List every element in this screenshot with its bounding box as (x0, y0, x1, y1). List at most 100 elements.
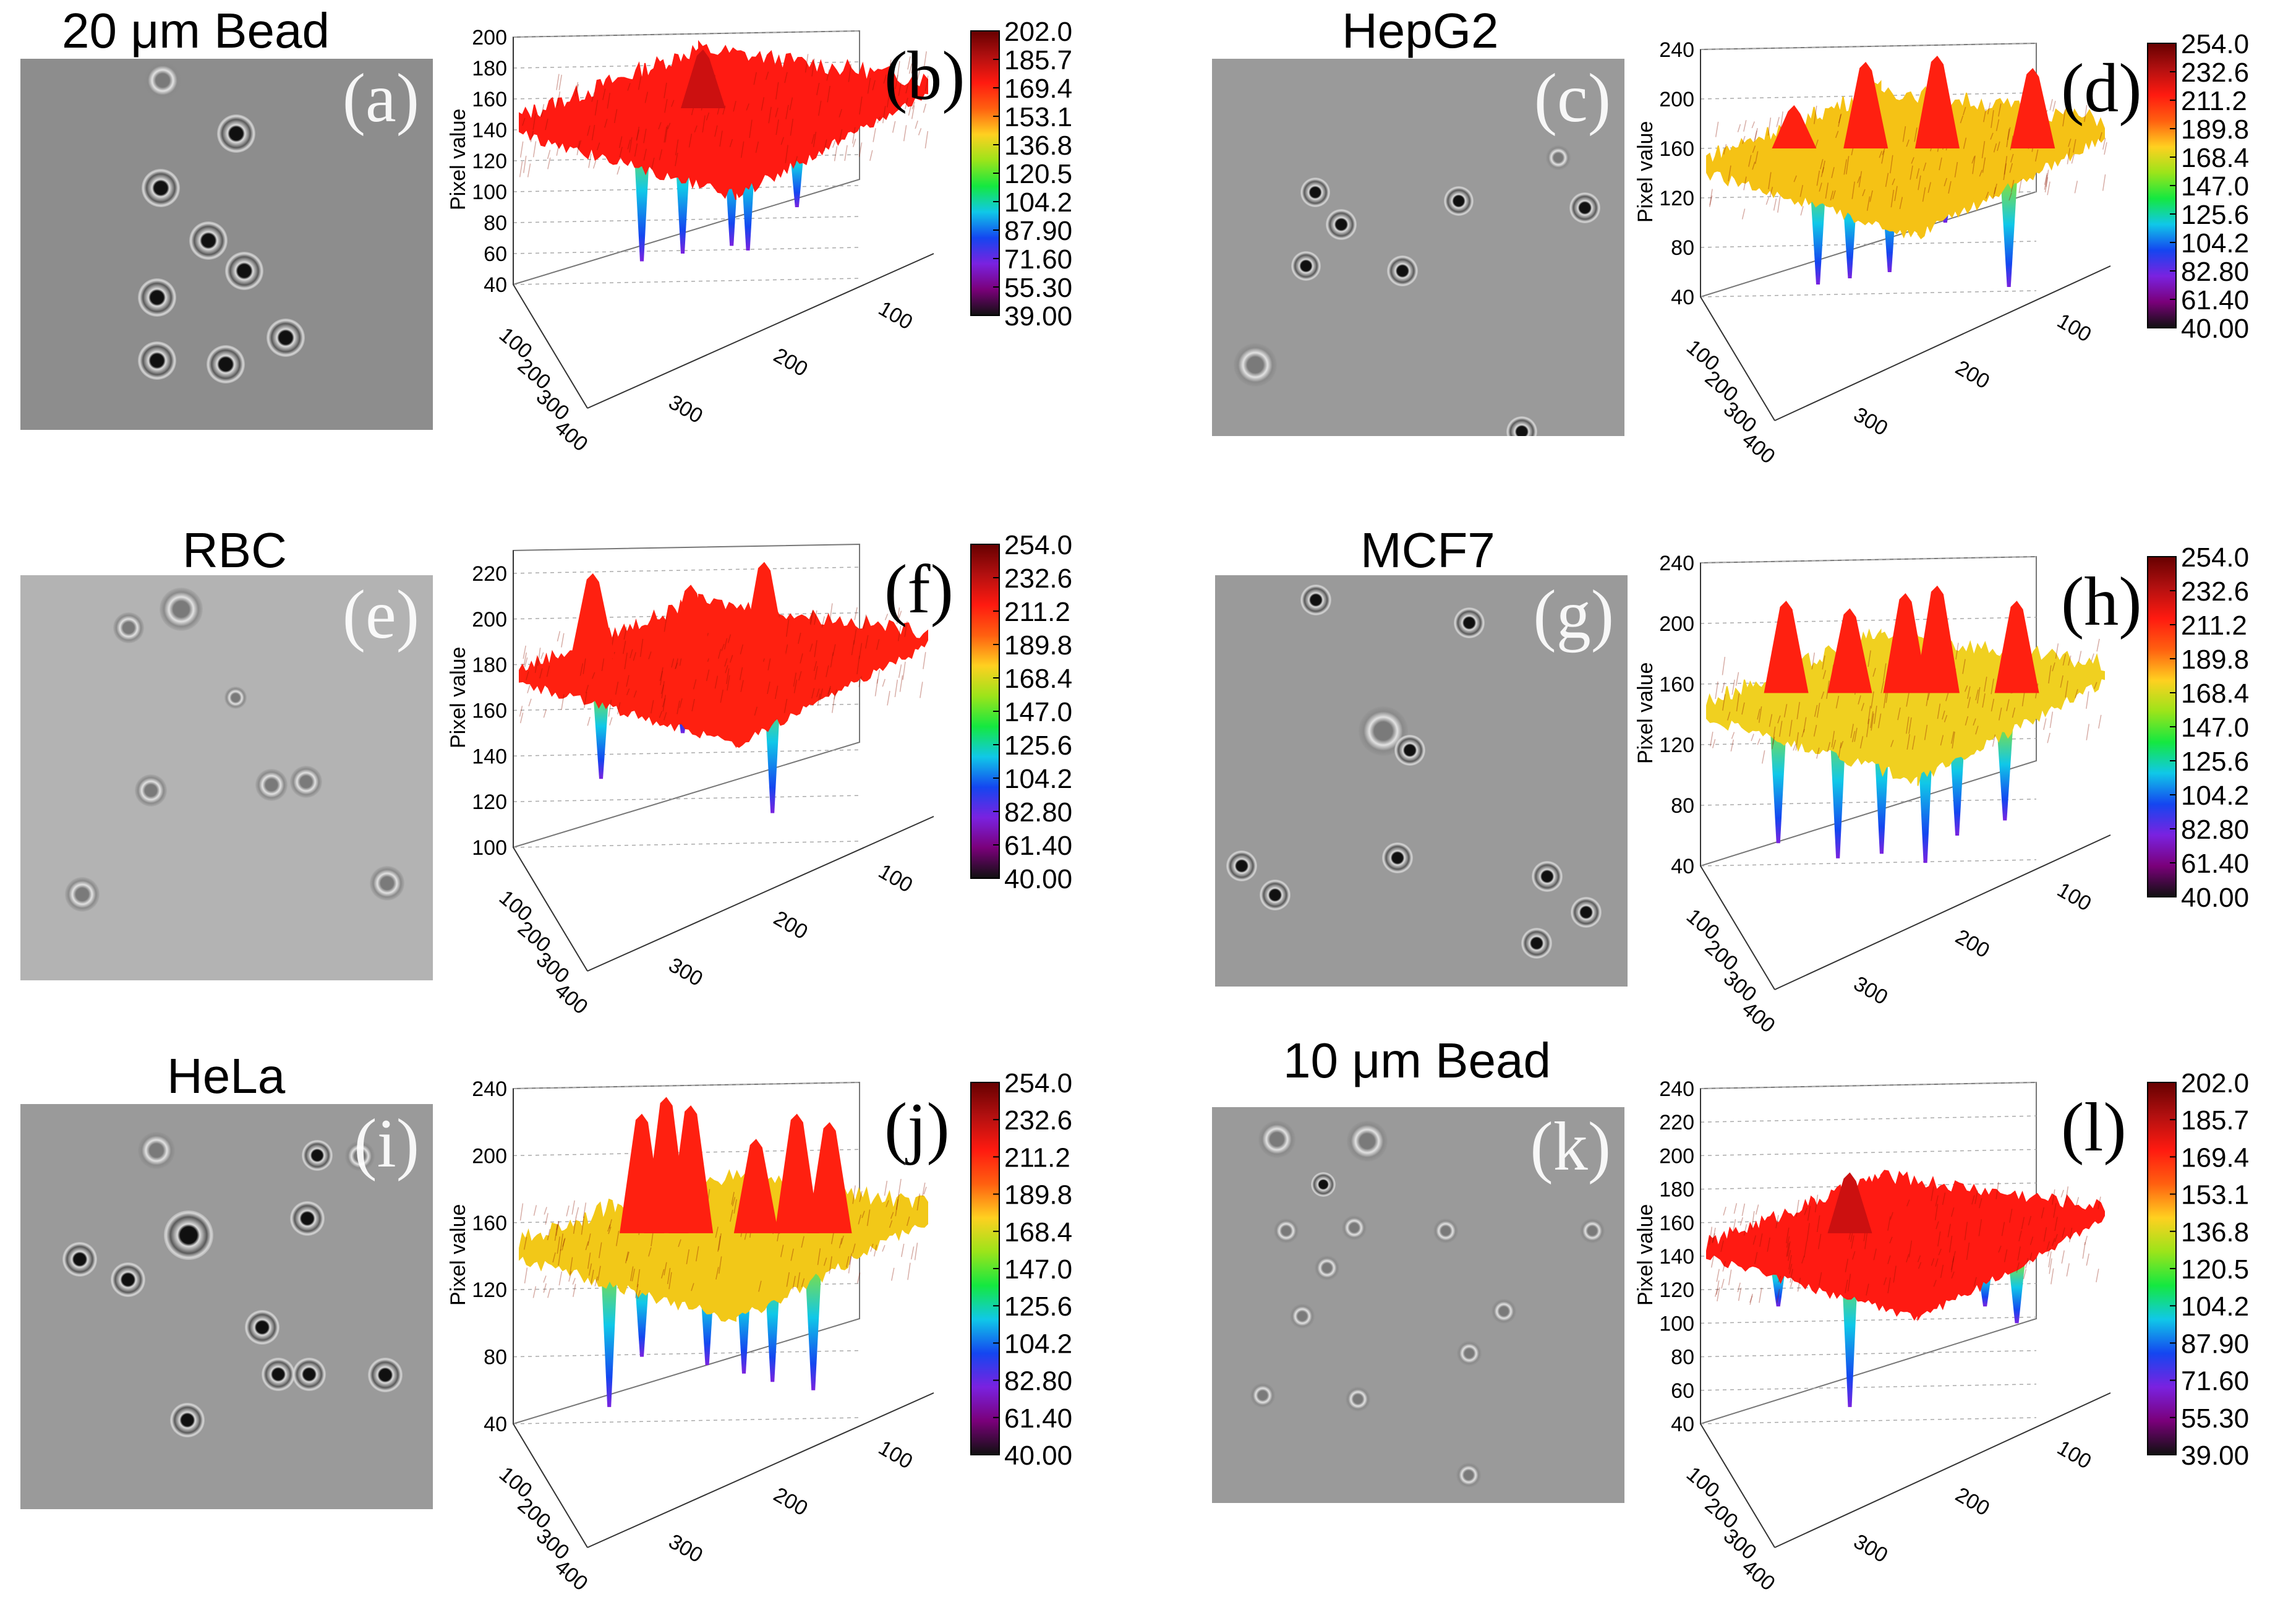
surface-texture (615, 1230, 620, 1246)
surface-texture (727, 675, 730, 691)
surface-texture (540, 104, 545, 118)
surface-peak (1827, 1172, 1872, 1233)
colorbar-tick-label: 82.80 (1004, 797, 1072, 828)
surface-texture (2051, 1268, 2054, 1285)
colorbar-tick-label: 153.1 (2181, 1180, 2249, 1210)
surface-texture (848, 64, 852, 82)
surface-texture (2044, 173, 2048, 185)
surface-texture (1793, 743, 1796, 751)
surface-texture (561, 694, 565, 710)
surface-texture (884, 614, 889, 620)
panel-title-hepg2: HepG2 (1342, 3, 1499, 58)
colorbar: 202.0185.7169.4153.1136.8120.5104.287.90… (970, 17, 1072, 332)
surface-texture (1979, 169, 1983, 177)
surface-texture (718, 1233, 722, 1251)
colorbar-tick-label: 104.2 (1004, 1329, 1072, 1359)
cell (1571, 897, 1602, 928)
y-tick-label: 40 (1671, 1413, 1694, 1436)
surface-texture (1995, 1182, 1999, 1199)
surface-texture (659, 670, 663, 682)
surface-texture (1854, 727, 1858, 742)
surface-texture (1790, 1269, 1793, 1283)
surface-dip (1769, 717, 1787, 844)
surface-texture (1787, 1249, 1791, 1261)
surface-texture (1987, 102, 1991, 114)
surface-texture (848, 1256, 852, 1274)
cell (345, 1141, 375, 1171)
surface-texture (1945, 692, 1949, 701)
surface-texture (662, 698, 666, 708)
surface-texture (2041, 1207, 2045, 1219)
bead (225, 252, 263, 290)
surface-peak (1827, 608, 1872, 693)
surface-texture (637, 1290, 641, 1299)
surface-texture (2061, 1250, 2065, 1264)
surface-texture (617, 166, 620, 175)
bead (1346, 1387, 1370, 1411)
surface-texture (821, 616, 825, 628)
surface-texture (1751, 1211, 1755, 1230)
y-tick-label: 120 (472, 790, 507, 814)
surface-texture (569, 1257, 573, 1275)
surface-texture (823, 1257, 827, 1266)
surface-texture (811, 134, 815, 144)
surface-texture (2047, 1248, 2051, 1257)
surface-texture (1754, 131, 1757, 142)
surface-texture (1975, 689, 1979, 701)
surface-texture (790, 118, 794, 136)
surface-texture (631, 1269, 636, 1282)
surface-texture (2074, 181, 2078, 194)
surface-texture (1731, 679, 1735, 695)
z-tick-label: 200 (769, 906, 811, 944)
micrograph-k: (k) (1212, 1107, 1624, 1503)
surface-texture (619, 147, 623, 158)
surface-texture (729, 654, 733, 663)
surface-texture (889, 1220, 893, 1228)
panel-title-20um-bead: 20 μm Bead (62, 3, 330, 58)
y-tick-label: 240 (1659, 1077, 1694, 1101)
y-tick-label: 120 (472, 1278, 507, 1302)
surface-texture (678, 1239, 681, 1248)
surface-texture (1818, 1272, 1822, 1287)
surface-texture (561, 633, 565, 648)
surface-texture (1991, 698, 1995, 712)
surface-texture (1978, 1219, 1982, 1236)
bead (1342, 1215, 1367, 1240)
surface-texture (1948, 181, 1952, 194)
surface-texture (607, 93, 611, 109)
surface-texture (522, 118, 526, 126)
surface-texture (818, 100, 822, 116)
surface-texture (2052, 1189, 2055, 1205)
surface-texture (845, 1256, 850, 1268)
surface-texture (739, 667, 743, 680)
surface-texture (574, 82, 579, 96)
y-tick-label: 200 (1659, 88, 1694, 111)
surface-texture (870, 1243, 874, 1252)
surface-texture (573, 1217, 577, 1234)
grid-line (1700, 1149, 2037, 1157)
surface-texture (2054, 1234, 2058, 1243)
y-tick-label: 40 (1671, 855, 1694, 878)
surface-texture (581, 1216, 585, 1235)
surface-texture (715, 1227, 719, 1238)
surface-texture (523, 1236, 527, 1250)
surface-texture (1914, 127, 1918, 142)
surface-texture (798, 670, 802, 681)
surface-texture (1973, 718, 1976, 726)
z-tick-label: 200 (1952, 356, 1994, 393)
surface-texture (1838, 742, 1842, 758)
cell (111, 1262, 145, 1297)
surface-texture (1822, 160, 1825, 173)
z-tick-label: 100 (2053, 878, 2095, 915)
surface-texture (1984, 676, 1987, 692)
surface-texture (2018, 179, 2022, 194)
z-tick-label: 100 (874, 296, 916, 334)
surface-texture (2028, 1252, 2033, 1265)
surface-texture (1916, 168, 1920, 179)
surface-texture (2034, 149, 2039, 162)
surface-texture (691, 699, 695, 712)
z-axis (1774, 265, 2111, 421)
surface-texture (1879, 150, 1882, 158)
surface-texture (532, 1286, 537, 1298)
surface-texture (706, 112, 710, 121)
